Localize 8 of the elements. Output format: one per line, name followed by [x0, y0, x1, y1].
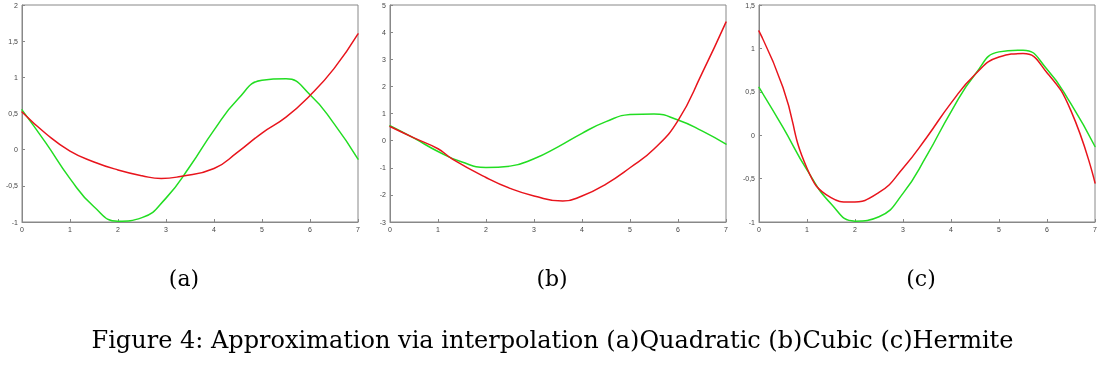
- text: (b): [536, 265, 568, 291]
- text: (a): [168, 265, 200, 291]
- line-series: [389, 113, 727, 169]
- caption: Figure 4: Approximation via interpolation (a)Quadratic (b)Cubic (c)Hermite: [90, 326, 1015, 354]
- line-series: [758, 30, 1096, 203]
- text: (c): [906, 265, 936, 291]
- line-series: [21, 33, 359, 180]
- line-series: [389, 21, 727, 202]
